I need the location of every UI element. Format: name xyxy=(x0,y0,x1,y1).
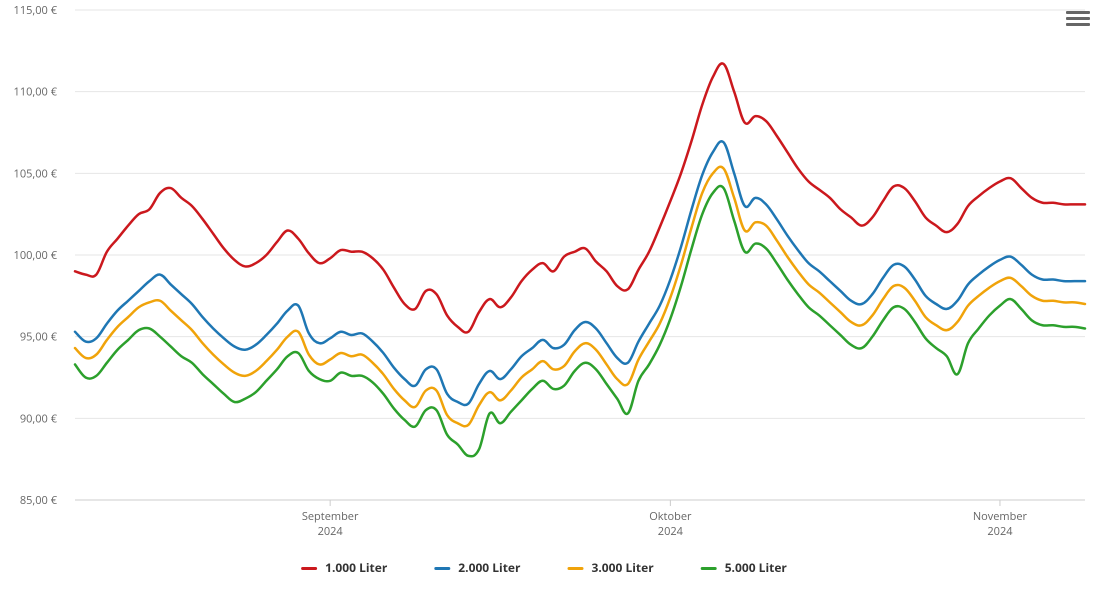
legend-marker xyxy=(568,567,584,570)
legend-marker xyxy=(701,567,717,570)
chart-container: 85,00 € 90,00 € 95,00 € 100,00 € 105,00 € 110… xyxy=(0,0,1105,602)
x-tick-year: 2024 xyxy=(987,524,1013,539)
y-tick-label: 110,00 € xyxy=(14,85,58,100)
y-tick-label: 100,00 € xyxy=(14,248,58,263)
y-tick-label: 95,00 € xyxy=(20,330,58,345)
x-tick-year: 2024 xyxy=(658,524,684,539)
hamburger-menu-icon[interactable] xyxy=(1066,8,1090,30)
series-line xyxy=(75,63,1085,332)
legend-label[interactable]: 2.000 Liter xyxy=(458,559,521,576)
y-tick-label: 105,00 € xyxy=(14,166,58,181)
legend-marker xyxy=(434,567,450,570)
y-tick-label: 115,00 € xyxy=(14,3,58,18)
legend-label[interactable]: 5.000 Liter xyxy=(725,559,788,576)
legend: 1.000 Liter 2.000 Liter 3.000 Liter 5.000 L… xyxy=(301,559,787,576)
legend-label[interactable]: 1.000 Liter xyxy=(325,559,388,576)
x-tick-month: September xyxy=(302,509,359,524)
x-tick-year: 2024 xyxy=(318,524,344,539)
series-line xyxy=(75,167,1085,427)
y-tick-label: 90,00 € xyxy=(20,411,58,426)
legend-label[interactable]: 3.000 Liter xyxy=(592,559,655,576)
y-tick-label: 85,00 € xyxy=(20,493,58,508)
x-tick-month: Oktober xyxy=(649,509,692,524)
line-chart: 85,00 € 90,00 € 95,00 € 100,00 € 105,00 € 110… xyxy=(0,0,1105,602)
x-tick-month: November xyxy=(973,509,1028,524)
series-line xyxy=(75,186,1085,456)
legend-marker xyxy=(301,567,317,570)
